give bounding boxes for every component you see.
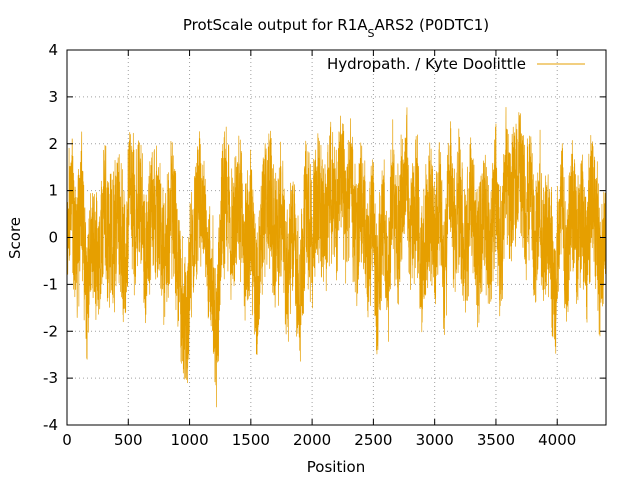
x-axis-label: Position xyxy=(307,458,365,476)
x-tick-label: 2500 xyxy=(354,431,392,449)
x-tick-labels: 0 500 1000 1500 2000 2500 3000 3500 4000 xyxy=(62,431,576,449)
x-tick-label: 0 xyxy=(62,431,72,449)
y-tick-labels: -4 -3 -2 -1 0 1 2 3 4 xyxy=(43,41,58,434)
y-tick-label: -4 xyxy=(43,416,58,434)
x-tick-label: 3500 xyxy=(477,431,515,449)
x-tick-label: 500 xyxy=(114,431,143,449)
x-tick-label: 4000 xyxy=(538,431,576,449)
y-tick-label: -2 xyxy=(43,322,58,340)
y-tick-label: 4 xyxy=(48,41,58,59)
legend-label: Hydropath. / Kyte Doolittle xyxy=(327,55,526,73)
y-tick-label: 1 xyxy=(48,182,58,200)
x-tick-label: 2000 xyxy=(293,431,331,449)
y-tick-label: -1 xyxy=(43,275,58,293)
series-layer xyxy=(67,106,606,408)
series-line xyxy=(67,106,606,408)
legend: Hydropath. / Kyte Doolittle xyxy=(327,55,585,73)
x-tick-label: 3000 xyxy=(416,431,454,449)
tick-marks xyxy=(66,49,606,426)
y-tick-label: 0 xyxy=(48,229,58,247)
y-tick-label: 3 xyxy=(48,88,58,106)
grid-lines xyxy=(67,50,606,425)
chart-title: ProtScale output for R1ASARS2 (P0DTC1) xyxy=(183,16,489,40)
x-tick-label: 1500 xyxy=(232,431,270,449)
y-tick-label: 2 xyxy=(48,135,58,153)
y-tick-label: -3 xyxy=(43,369,58,387)
y-axis-label: Score xyxy=(6,217,24,259)
x-tick-label: 1000 xyxy=(170,431,208,449)
